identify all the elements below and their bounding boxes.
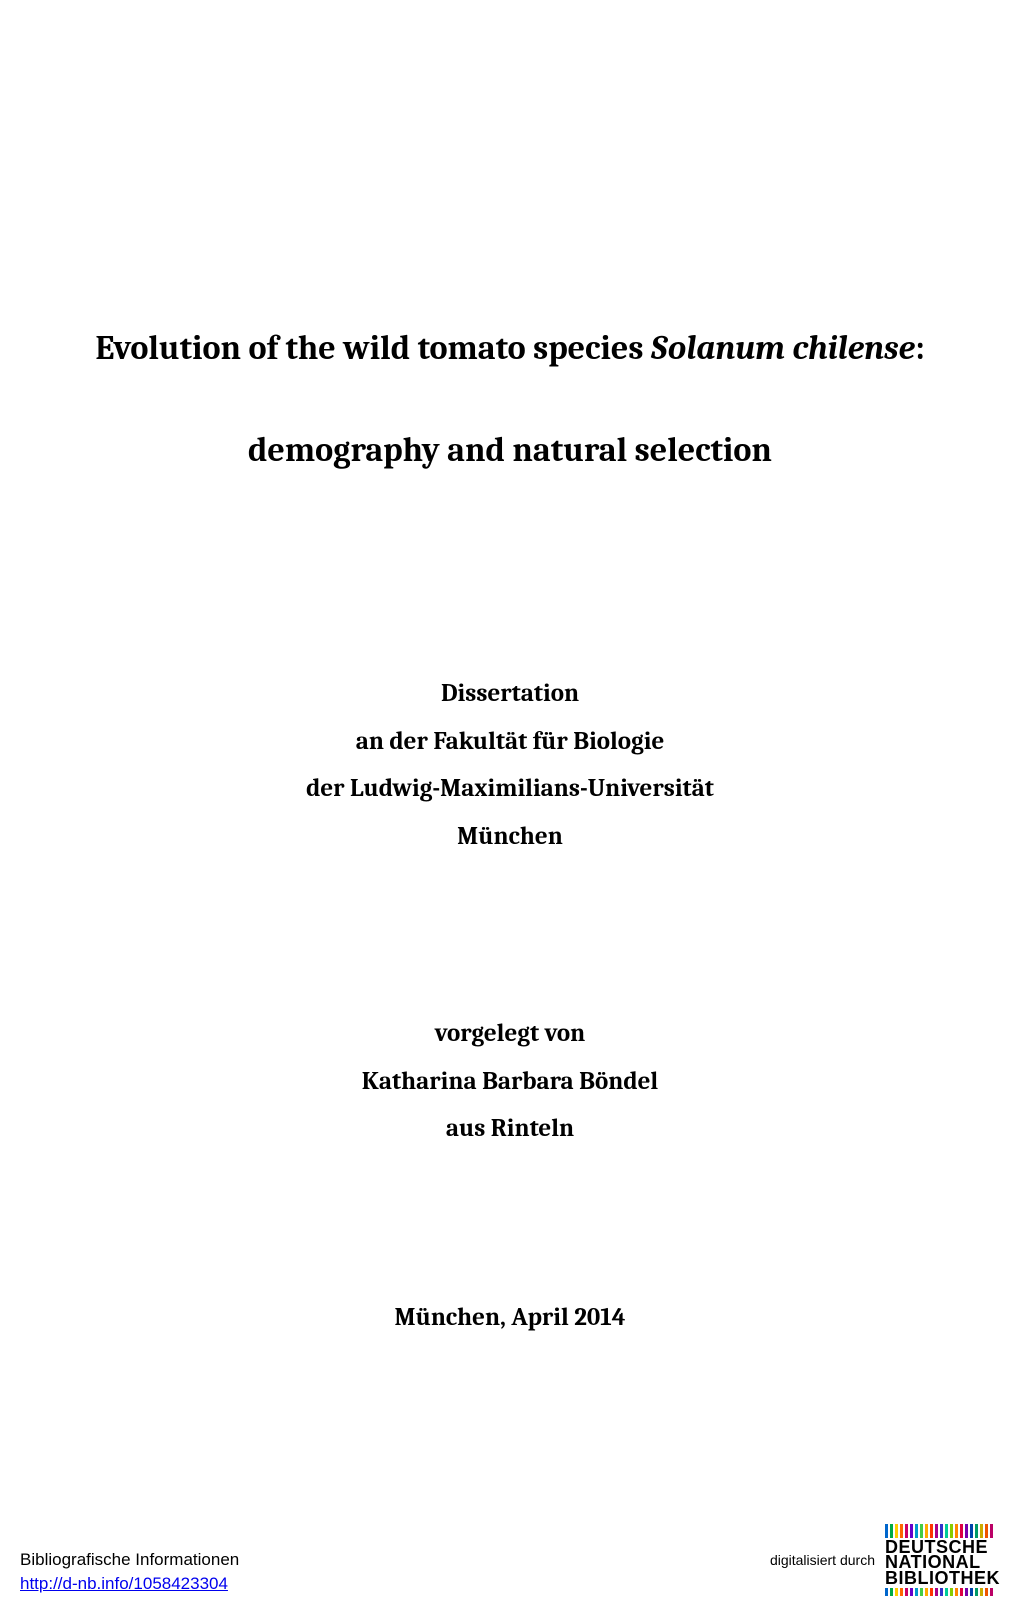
logo-bar — [890, 1588, 893, 1596]
logo-bar — [990, 1524, 993, 1538]
digitized-by-block: digitalisiert durch DEUTSCHE NATIONAL BI… — [770, 1524, 1000, 1596]
dnb-logo-bars-top — [885, 1524, 1000, 1538]
logo-bar — [925, 1588, 928, 1596]
logo-bar — [895, 1524, 898, 1538]
title-line-2: demography and natural selection — [70, 430, 950, 470]
logo-bar — [960, 1524, 963, 1538]
logo-bar — [945, 1588, 948, 1596]
title-prefix: Evolution of the wild tomato species — [95, 328, 651, 368]
logo-bar — [885, 1588, 888, 1596]
logo-bar — [895, 1588, 898, 1596]
logo-bar — [980, 1588, 983, 1596]
title-block: Evolution of the wild tomato species Sol… — [70, 0, 950, 470]
presented-by-label: vorgelegt von — [70, 1010, 950, 1058]
city: München — [70, 813, 950, 861]
logo-bar — [985, 1588, 988, 1596]
logo-bar — [985, 1524, 988, 1538]
bibliographic-info: Bibliografische Informationen http://d-n… — [20, 1548, 239, 1596]
logo-bar — [915, 1524, 918, 1538]
title-line-1: Evolution of the wild tomato species Sol… — [70, 326, 950, 370]
logo-bar — [975, 1588, 978, 1596]
digitized-by-label: digitalisiert durch — [770, 1552, 875, 1568]
logo-bar — [925, 1524, 928, 1538]
logo-bar — [885, 1524, 888, 1538]
dissertation-title-page: Evolution of the wild tomato species Sol… — [0, 0, 1020, 1624]
dnb-logo-text-3: BIBLIOTHEK — [885, 1571, 1000, 1586]
logo-bar — [955, 1588, 958, 1596]
logo-bar — [960, 1588, 963, 1596]
logo-bar — [970, 1588, 973, 1596]
logo-bar — [965, 1588, 968, 1596]
logo-bar — [940, 1524, 943, 1538]
logo-bar — [900, 1588, 903, 1596]
logo-bar — [975, 1524, 978, 1538]
author-origin: aus Rinteln — [70, 1105, 950, 1153]
logo-bar — [920, 1524, 923, 1538]
logo-bar — [965, 1524, 968, 1538]
page-footer: Bibliografische Informationen http://d-n… — [0, 1524, 1020, 1596]
logo-bar — [935, 1588, 938, 1596]
date-block: München, April 2014 — [70, 1303, 950, 1332]
dnb-logo-bars-bottom — [885, 1588, 1000, 1596]
submission-date: München, April 2014 — [70, 1303, 950, 1332]
logo-bar — [980, 1524, 983, 1538]
logo-bar — [950, 1588, 953, 1596]
logo-bar — [910, 1524, 913, 1538]
logo-bar — [905, 1524, 908, 1538]
logo-bar — [935, 1524, 938, 1538]
logo-bar — [955, 1524, 958, 1538]
university: der Ludwig-Maximilians-Universität — [70, 765, 950, 813]
logo-bar — [910, 1588, 913, 1596]
logo-bar — [990, 1588, 993, 1596]
logo-bar — [890, 1524, 893, 1538]
biblio-url-link[interactable]: http://d-nb.info/1058423304 — [20, 1574, 228, 1593]
document-type: Dissertation — [70, 670, 950, 718]
logo-bar — [945, 1524, 948, 1538]
biblio-label: Bibliografische Informationen — [20, 1548, 239, 1572]
dnb-logo: DEUTSCHE NATIONAL BIBLIOTHEK — [885, 1524, 1000, 1596]
author-block: vorgelegt von Katharina Barbara Böndel a… — [70, 1010, 950, 1153]
logo-bar — [950, 1524, 953, 1538]
logo-bar — [900, 1524, 903, 1538]
logo-bar — [905, 1588, 908, 1596]
logo-bar — [940, 1588, 943, 1596]
logo-bar — [915, 1588, 918, 1596]
author-name: Katharina Barbara Böndel — [70, 1058, 950, 1106]
faculty: an der Fakultät für Biologie — [70, 718, 950, 766]
institution-block: Dissertation an der Fakultät für Biologi… — [70, 670, 950, 860]
title-suffix: : — [915, 328, 925, 368]
logo-bar — [930, 1524, 933, 1538]
logo-bar — [970, 1524, 973, 1538]
logo-bar — [930, 1588, 933, 1596]
title-species-name: Solanum chilense — [651, 328, 915, 368]
logo-bar — [920, 1588, 923, 1596]
